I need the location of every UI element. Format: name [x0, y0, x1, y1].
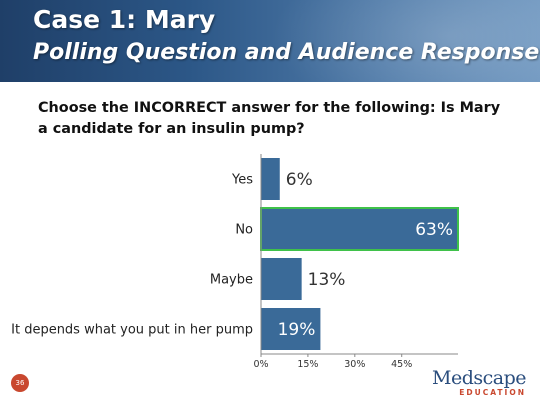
medscape-logo: Medscape EDUCATION [432, 367, 527, 397]
x-tick-label: 45% [391, 359, 412, 370]
bar-0 [261, 158, 280, 200]
slide-title: Case 1: Mary [33, 5, 216, 34]
bar-1 [260, 207, 459, 251]
category-label: Yes [231, 173, 253, 188]
logo-wordmark: Medscape [432, 367, 527, 389]
bar-3 [261, 308, 321, 350]
value-label: 13% [308, 270, 346, 290]
slide-header: Case 1: Mary Polling Question and Audien… [0, 0, 540, 82]
category-label: Maybe [210, 273, 253, 288]
value-label: 19% [278, 320, 316, 340]
slide-subtitle: Polling Question and Audience Response [33, 40, 540, 65]
poll-question: Choose the INCORRECT answer for the foll… [38, 100, 501, 137]
value-label: 63% [415, 220, 453, 240]
x-tick-label: 30% [344, 359, 365, 370]
category-label: It depends what you put in her pump [11, 323, 253, 338]
page-number: 36 [11, 374, 29, 392]
x-tick-label: 0% [253, 359, 268, 370]
x-tick-label: 15% [297, 359, 318, 370]
bar-2 [261, 258, 302, 300]
value-label: 6% [286, 170, 313, 190]
logo-subtitle: EDUCATION [459, 388, 526, 397]
header-decoration [270, 0, 540, 82]
category-label: No [235, 223, 253, 238]
